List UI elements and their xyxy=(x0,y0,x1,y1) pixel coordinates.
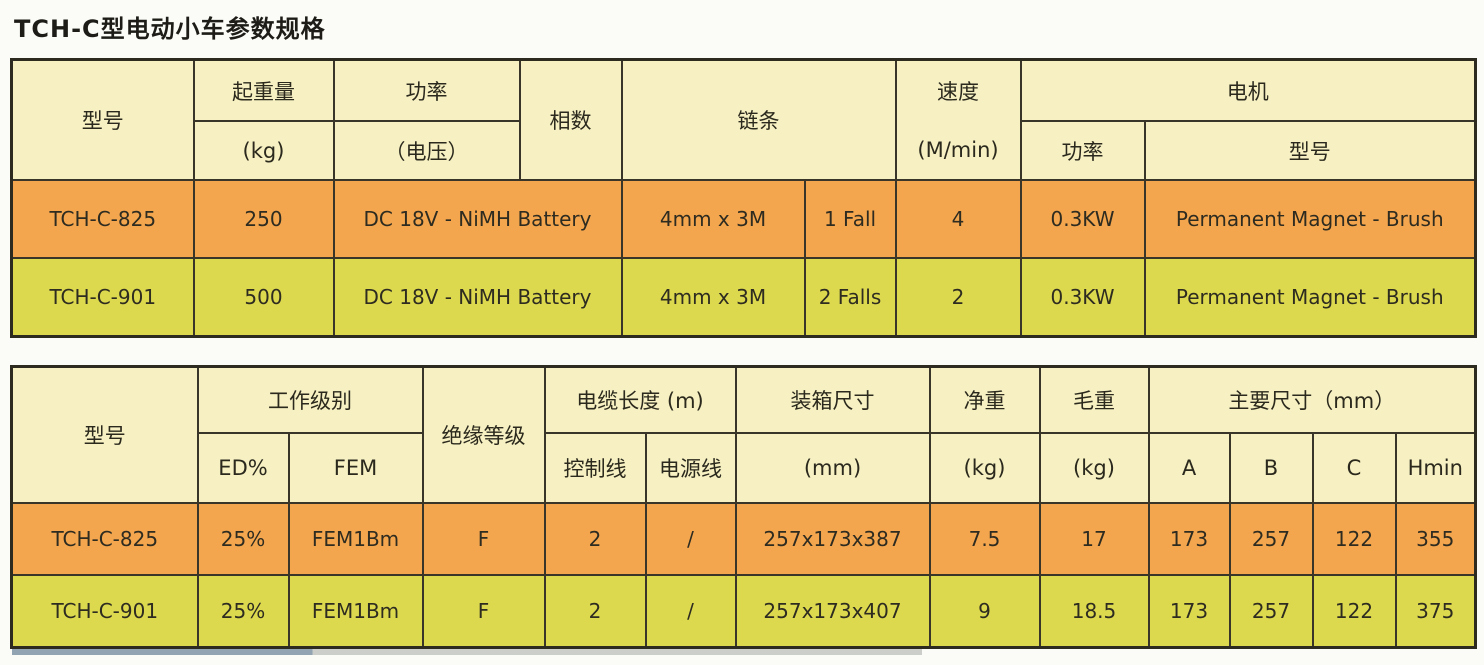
cell-control-line: 2 xyxy=(543,574,647,649)
cell-dim-c: 122 xyxy=(1311,574,1397,649)
col-header-phase: 相数 xyxy=(518,58,623,181)
cell-chain-fall: 2 Falls xyxy=(803,257,897,338)
table-row: TCH-C-901 25% FEM1Bm F 2 / 257x173x407 9… xyxy=(10,574,1477,649)
cell-net-weight: 7.5 xyxy=(928,502,1041,576)
col-header-motor-model: 型号 xyxy=(1143,120,1477,181)
cell-packing-size: 257x173x387 xyxy=(734,502,931,576)
col-header-speed: 速度 (M/min) xyxy=(894,58,1022,181)
col-header-fem: FEM xyxy=(287,432,424,504)
cell-dim-c: 122 xyxy=(1311,502,1397,576)
cell-fem: FEM1Bm xyxy=(287,574,424,649)
speed-unit-label: (M/min) xyxy=(917,137,999,162)
scan-shadow-artifact xyxy=(12,649,922,655)
col-header-control-line: 控制线 xyxy=(543,432,647,504)
cell-dim-a: 173 xyxy=(1147,574,1231,649)
col-header-ed: ED% xyxy=(196,432,290,504)
table-row: TCH-C-825 25% FEM1Bm F 2 / 257x173x387 7… xyxy=(10,502,1477,576)
col-header-chain: 链条 xyxy=(620,58,897,181)
cell-gross-weight: 17 xyxy=(1038,502,1150,576)
cell-net-weight: 9 xyxy=(928,574,1041,649)
col-header-model: 型号 xyxy=(10,58,195,181)
col-header-model: 型号 xyxy=(10,365,199,504)
col-header-dim-hmin: Hmin xyxy=(1394,432,1477,504)
cell-model: TCH-C-825 xyxy=(10,179,195,259)
cell-power-phase: DC 18V - NiMH Battery xyxy=(332,257,623,338)
cell-ed: 25% xyxy=(196,574,290,649)
cell-motor-power: 0.3KW xyxy=(1019,257,1146,338)
col-header-dim-b: B xyxy=(1228,432,1314,504)
cell-control-line: 2 xyxy=(543,502,647,576)
table-row: TCH-C-825 250 DC 18V - NiMH Battery 4mm … xyxy=(10,179,1477,259)
col-header-net-weight: 净重 xyxy=(928,365,1041,434)
col-header-power-line: 电源线 xyxy=(644,432,737,504)
cell-power-line: / xyxy=(644,574,737,649)
col-header-gross-weight: 毛重 xyxy=(1038,365,1150,434)
col-header-capacity: 起重量 xyxy=(192,58,335,123)
col-header-dim-c: C xyxy=(1311,432,1397,504)
cell-speed: 2 xyxy=(894,257,1022,338)
cell-dim-b: 257 xyxy=(1228,502,1314,576)
cell-dim-b: 257 xyxy=(1228,574,1314,649)
col-header-motor: 电机 xyxy=(1019,58,1477,123)
table-row: TCH-C-901 500 DC 18V - NiMH Battery 4mm … xyxy=(10,257,1477,338)
speed-label: 速度 xyxy=(937,79,979,104)
cell-chain-fall: 1 Fall xyxy=(803,179,897,259)
cell-motor-power: 0.3KW xyxy=(1019,179,1146,259)
col-header-motor-power: 功率 xyxy=(1019,120,1146,181)
cell-capacity: 250 xyxy=(192,179,335,259)
cell-model: TCH-C-901 xyxy=(10,257,195,338)
col-header-packing-size: 装箱尺寸 xyxy=(734,365,931,434)
col-header-gross-weight-unit: (kg) xyxy=(1038,432,1150,504)
cell-power-phase: DC 18V - NiMH Battery xyxy=(332,179,623,259)
col-header-lift-power-unit: （电压） xyxy=(332,120,521,181)
cell-insulation: F xyxy=(421,574,546,649)
col-header-duty-class: 工作级别 xyxy=(196,365,424,434)
col-header-dim-a: A xyxy=(1147,432,1231,504)
col-header-insulation: 绝缘等级 xyxy=(421,365,546,504)
cell-power-line: / xyxy=(644,502,737,576)
cell-motor-model: Permanent Magnet - Brush xyxy=(1143,257,1477,338)
cell-model: TCH-C-901 xyxy=(10,574,199,649)
col-header-lift-power: 功率 xyxy=(332,58,521,123)
cell-model: TCH-C-825 xyxy=(10,502,199,576)
col-header-cable-length: 电缆长度 (m) xyxy=(543,365,737,434)
page-title: TCH-C型电动小车参数规格 xyxy=(14,15,326,43)
cell-dim-hmin: 375 xyxy=(1394,574,1477,649)
cell-dim-hmin: 355 xyxy=(1394,502,1477,576)
col-header-main-dims: 主要尺寸（mm） xyxy=(1147,365,1477,434)
cell-gross-weight: 18.5 xyxy=(1038,574,1150,649)
spec-table-performance: 型号 起重量 功率 相数 链条 速度 (M/min) 电机 (kg) （电压） … xyxy=(10,58,1477,338)
cell-fem: FEM1Bm xyxy=(287,502,424,576)
cell-chain-spec: 4mm x 3M xyxy=(620,179,806,259)
cell-capacity: 500 xyxy=(192,257,335,338)
cell-dim-a: 173 xyxy=(1147,502,1231,576)
col-header-packing-unit: (mm) xyxy=(734,432,931,504)
spec-table-dimensions: 型号 工作级别 绝缘等级 电缆长度 (m) 装箱尺寸 净重 毛重 主要尺寸（mm… xyxy=(10,365,1478,649)
cell-packing-size: 257x173x407 xyxy=(734,574,931,649)
col-header-net-weight-unit: (kg) xyxy=(928,432,1041,504)
cell-speed: 4 xyxy=(894,179,1022,259)
cell-insulation: F xyxy=(421,502,546,576)
cell-chain-spec: 4mm x 3M xyxy=(620,257,806,338)
col-header-capacity-unit: (kg) xyxy=(192,120,335,181)
cell-ed: 25% xyxy=(196,502,290,576)
cell-motor-model: Permanent Magnet - Brush xyxy=(1143,179,1477,259)
